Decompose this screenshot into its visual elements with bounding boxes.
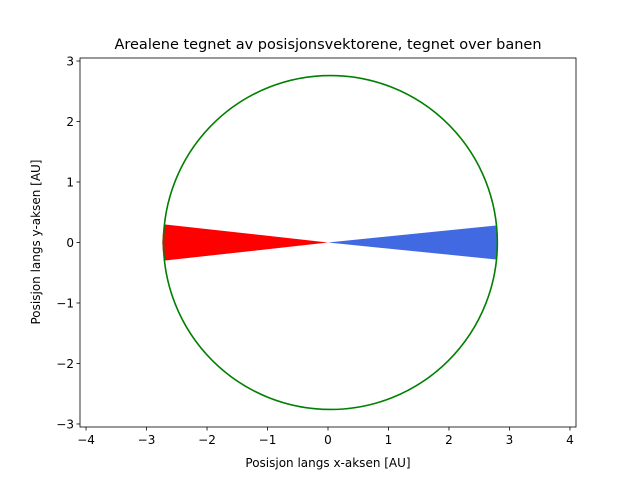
x-axis-label: Posisjon langs x-aksen [AU] — [245, 456, 410, 470]
x-tick-label: −1 — [259, 433, 277, 447]
y-axis: −3 −2 −1 0 1 2 3 — [56, 55, 80, 431]
x-tick-label: −2 — [198, 433, 216, 447]
swept-area-2 — [328, 225, 498, 260]
y-tick-label: 1 — [66, 176, 74, 190]
x-tick-label: 2 — [445, 433, 453, 447]
orbit-path — [162, 74, 499, 411]
swept-area-1 — [162, 224, 328, 261]
y-tick-label: −3 — [56, 417, 74, 431]
y-axis-label: Posisjon langs y-aksen [AU] — [29, 160, 43, 325]
x-tick-label: 3 — [506, 433, 514, 447]
x-tick-label: −4 — [77, 433, 95, 447]
x-tick-label: 4 — [566, 433, 574, 447]
x-tick-label: 1 — [385, 433, 393, 447]
x-tick-label: −3 — [138, 433, 156, 447]
chart-title: Arealene tegnet av posisjonsvektorene, t… — [114, 37, 541, 53]
y-tick-label: 0 — [66, 236, 74, 250]
x-axis: −4 −3 −2 −1 0 1 2 3 4 — [77, 427, 574, 447]
y-tick-label: 3 — [66, 55, 74, 69]
x-tick-label: 0 — [324, 433, 332, 447]
chart-marks — [162, 74, 499, 411]
plot-area — [79, 57, 577, 428]
y-tick-label: −2 — [56, 357, 74, 371]
y-tick-label: −1 — [56, 296, 74, 310]
y-tick-label: 2 — [66, 115, 74, 129]
